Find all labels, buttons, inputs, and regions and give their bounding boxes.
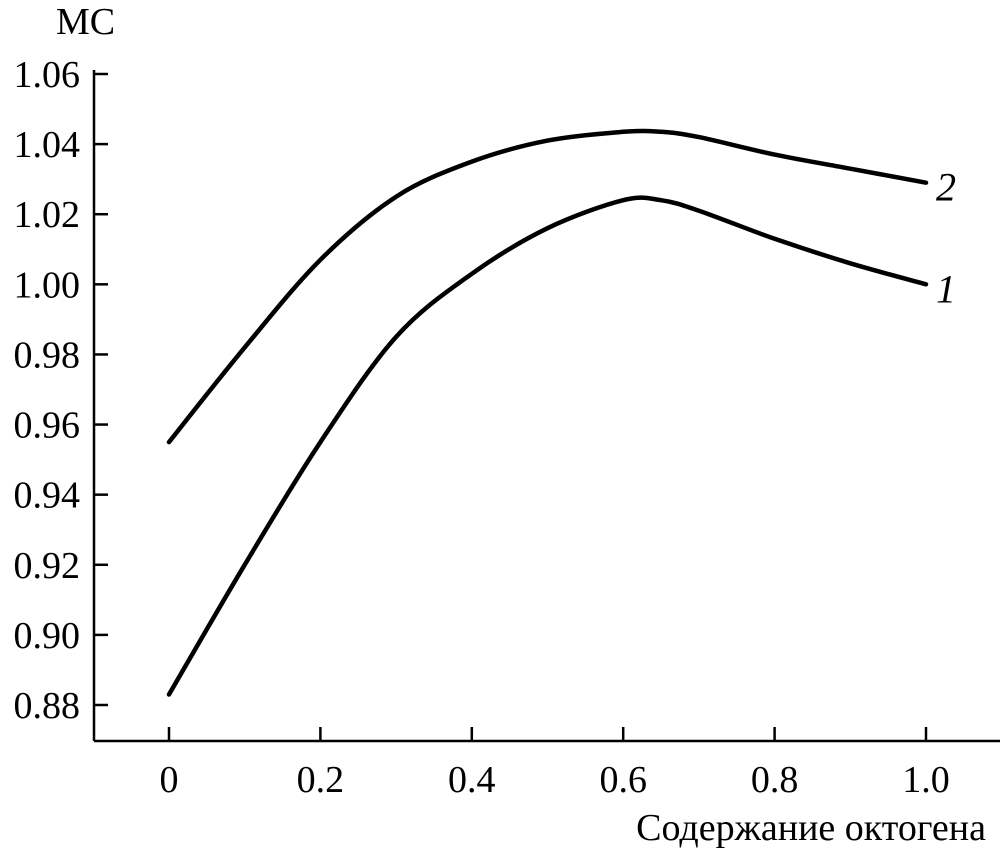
x-tick-label: 0.4 bbox=[448, 759, 496, 801]
y-axis-title: МС bbox=[56, 1, 115, 43]
series-1-label: 1 bbox=[936, 266, 956, 311]
y-axis-ticks: 0.88 0.90 0.92 0.94 0.96 0.98 1.00 1.02 1.04 1.06 bbox=[14, 54, 108, 727]
y-tick-label: 1.00 bbox=[14, 264, 81, 306]
y-tick-label: 0.96 bbox=[14, 405, 81, 447]
y-tick-label: 1.06 bbox=[14, 54, 81, 96]
series-2-line bbox=[166, 128, 929, 445]
x-tick-label: 1.0 bbox=[902, 759, 950, 801]
x-tick-label: 0.6 bbox=[599, 759, 647, 801]
y-tick-label: 0.98 bbox=[14, 334, 81, 376]
y-tick-label: 0.90 bbox=[14, 615, 81, 657]
x-axis-ticks: 0 0.2 0.4 0.6 0.8 1.0 bbox=[160, 727, 950, 801]
x-tick-label: 0.8 bbox=[751, 759, 799, 801]
x-axis-title: Содержание октогена bbox=[636, 807, 986, 849]
y-tick-label: 0.88 bbox=[14, 685, 81, 727]
x-tick-label: 0.2 bbox=[297, 759, 345, 801]
axes bbox=[92, 70, 1000, 743]
series-1-line bbox=[166, 195, 929, 697]
y-tick-label: 1.04 bbox=[14, 124, 81, 166]
x-tick-label: 0 bbox=[160, 759, 179, 801]
y-tick-label: 0.92 bbox=[14, 545, 81, 587]
series-group: 12 bbox=[166, 128, 956, 697]
series-2-label: 2 bbox=[936, 165, 956, 210]
y-tick-label: 0.94 bbox=[14, 475, 81, 517]
y-tick-label: 1.02 bbox=[14, 194, 81, 236]
